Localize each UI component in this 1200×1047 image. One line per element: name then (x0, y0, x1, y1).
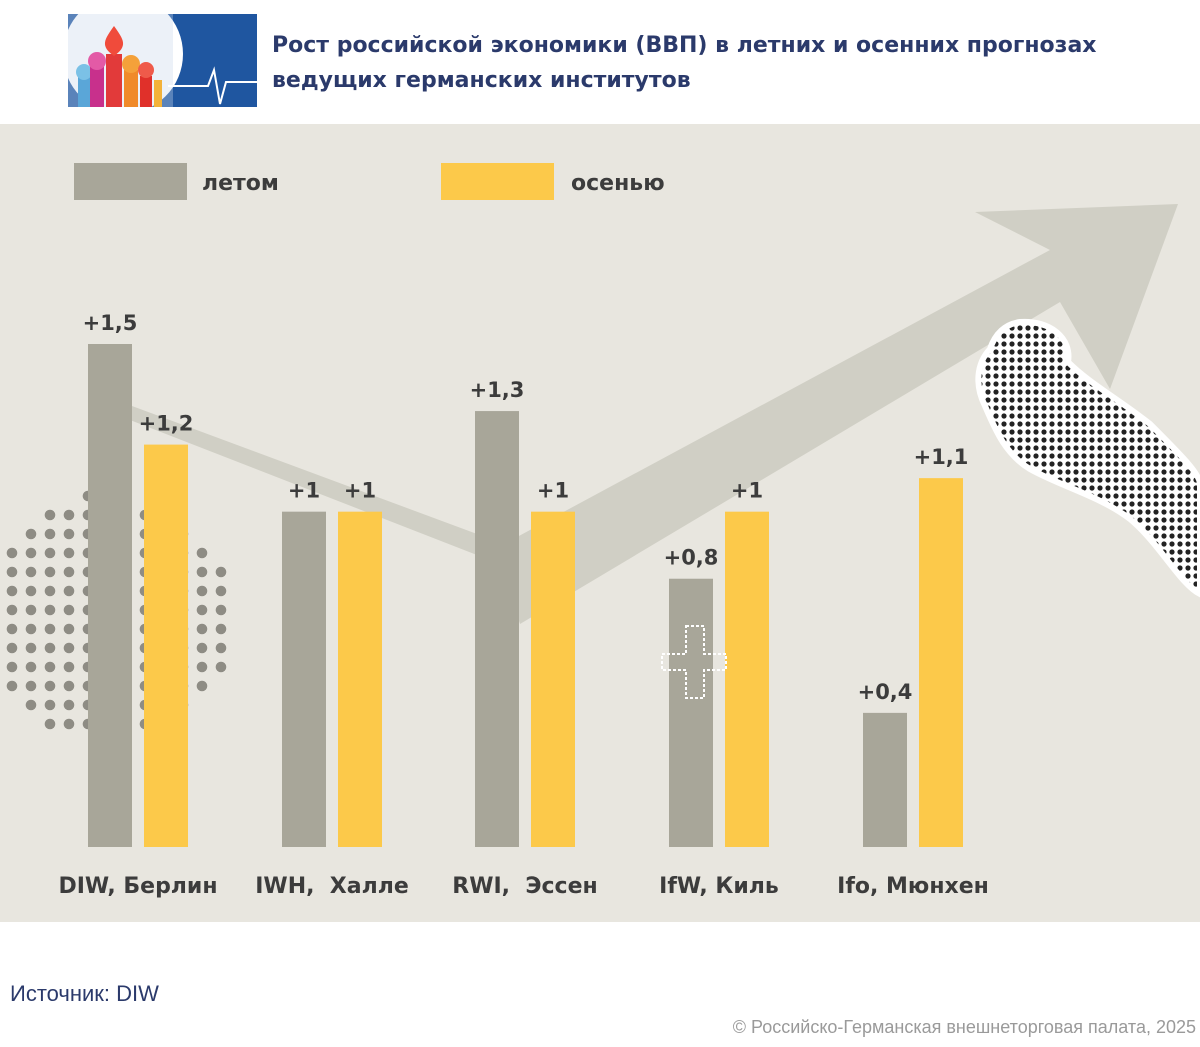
legend: летом осенью (74, 163, 665, 200)
pattern-dot (25, 680, 37, 692)
data-label-ifw-autumn: +1 (731, 479, 763, 503)
pattern-dot (63, 585, 75, 597)
plus-sign-icon (661, 625, 727, 699)
category-label-diw: DIW, Берлин (58, 874, 217, 899)
halftone-hand-icon (975, 318, 1200, 598)
pattern-dot (44, 661, 56, 673)
pattern-dot (63, 566, 75, 578)
data-label-diw-autumn: +1,2 (139, 412, 194, 436)
pattern-dot (215, 642, 227, 654)
pattern-dot (25, 566, 37, 578)
pattern-dot (196, 604, 208, 616)
pattern-dot (63, 642, 75, 654)
pattern-dot (63, 699, 75, 711)
legend-swatch-summer (74, 163, 187, 200)
pattern-dot (6, 642, 18, 654)
pattern-dot (63, 661, 75, 673)
bar-ifo-summer (863, 712, 907, 847)
data-label-iwh-autumn: +1 (344, 479, 376, 503)
pattern-dot (6, 547, 18, 559)
pattern-dot (215, 623, 227, 635)
pattern-dot (196, 642, 208, 654)
pattern-dot (6, 604, 18, 616)
pattern-dot (25, 604, 37, 616)
category-label-iwh: IWH, Халле (255, 874, 409, 899)
pattern-dot (215, 604, 227, 616)
pattern-dot (44, 642, 56, 654)
bar-chart: +1,5 +1,2 DIW, Берлин +1 +1 IWH, Халле +1,3 +1 R… (6, 163, 1200, 899)
pattern-dot (44, 604, 56, 616)
bar-diw-summer (88, 344, 132, 847)
category-label-rwi: RWI, Эссен (452, 874, 597, 899)
legend-swatch-autumn (441, 163, 554, 200)
pattern-dot (44, 585, 56, 597)
pattern-dot (196, 680, 208, 692)
pattern-dot (6, 623, 18, 635)
bar-iwh-autumn (338, 511, 382, 847)
page-title: Рост российской экономики (ВВП) в летних… (272, 33, 1097, 93)
category-label-ifw: IfW, Киль (659, 874, 779, 899)
data-label-ifo-autumn: +1,1 (914, 445, 969, 469)
pattern-dot (63, 623, 75, 635)
copyright-note: © Российско-Германская внешнеторговая па… (732, 1017, 1196, 1037)
pattern-dot (44, 566, 56, 578)
legend-label-summer: летом (202, 171, 279, 196)
legend-label-autumn: осенью (571, 171, 665, 196)
pattern-dot (196, 623, 208, 635)
trend-arrow-icon (112, 204, 1178, 624)
pattern-dot (44, 509, 56, 521)
pattern-dot (6, 661, 18, 673)
bar-ifw-summer (669, 578, 713, 847)
pattern-dot (63, 680, 75, 692)
bar-ifw-autumn (725, 511, 769, 847)
pattern-dot (25, 528, 37, 540)
pattern-dot (196, 585, 208, 597)
pattern-dot (63, 528, 75, 540)
pattern-dot (196, 661, 208, 673)
pattern-dot (25, 585, 37, 597)
pattern-dot (44, 528, 56, 540)
pattern-dot (6, 566, 18, 578)
category-label-ifo: Ifo, Мюнхен (837, 874, 989, 899)
pattern-dot (44, 623, 56, 635)
pattern-dot (44, 680, 56, 692)
pattern-dot (6, 680, 18, 692)
data-label-rwi-summer: +1,3 (470, 378, 525, 402)
source-note: Источник: DIW (10, 981, 159, 1006)
pattern-dot (63, 604, 75, 616)
data-label-diw-summer: +1,5 (83, 311, 138, 335)
bar-iwh-summer (282, 511, 326, 847)
bar-ifo-autumn (919, 478, 963, 847)
bar-diw-autumn (144, 444, 188, 847)
pattern-dot (196, 566, 208, 578)
pattern-dot (63, 509, 75, 521)
pattern-dot (25, 661, 37, 673)
pattern-dot (25, 547, 37, 559)
pattern-dot (215, 585, 227, 597)
pattern-dot (44, 547, 56, 559)
data-label-rwi-autumn: +1 (537, 479, 569, 503)
kremlin-domes-logo (68, 14, 257, 107)
pattern-dot (6, 585, 18, 597)
bar-rwi-autumn (531, 511, 575, 847)
pattern-dot (63, 718, 75, 730)
pattern-dot (25, 642, 37, 654)
pattern-dot (25, 623, 37, 635)
pattern-dot (215, 661, 227, 673)
bar-rwi-summer (475, 411, 519, 847)
pattern-dot (196, 547, 208, 559)
pattern-dot (44, 699, 56, 711)
pattern-dot (63, 547, 75, 559)
data-label-ifw-summer: +0,8 (664, 546, 719, 570)
pattern-dot (215, 566, 227, 578)
data-label-iwh-summer: +1 (288, 479, 320, 503)
pattern-dot (25, 699, 37, 711)
data-label-ifo-summer: +0,4 (858, 680, 913, 704)
pattern-dot (44, 718, 56, 730)
chart-panel: +1,5 +1,2 DIW, Берлин +1 +1 IWH, Халле +1,3 +1 R… (0, 124, 1200, 922)
